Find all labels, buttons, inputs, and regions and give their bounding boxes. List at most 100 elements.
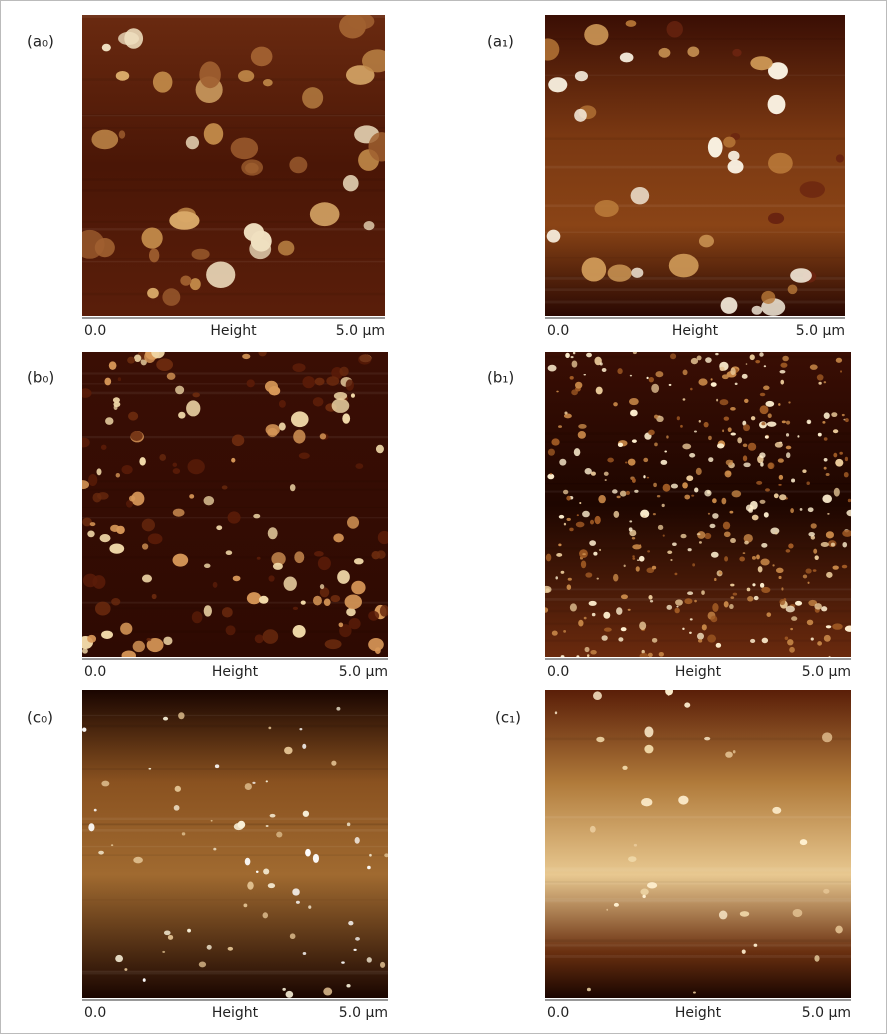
particle <box>708 457 713 462</box>
particle <box>636 566 640 571</box>
particle <box>730 584 734 587</box>
particle <box>226 625 236 635</box>
particle <box>724 416 729 420</box>
particle <box>779 475 783 480</box>
particle <box>765 488 770 491</box>
particle <box>590 520 594 525</box>
particle <box>587 654 590 657</box>
particle <box>811 523 817 528</box>
particle <box>589 540 596 546</box>
particle <box>675 599 683 605</box>
afm-panel: (b₀)0.0Height5.0 µm <box>27 346 391 680</box>
particle <box>313 596 322 606</box>
particle <box>178 712 184 719</box>
particle <box>626 20 637 27</box>
particle <box>646 377 648 379</box>
particle <box>768 153 793 174</box>
particle <box>754 596 759 600</box>
particle <box>704 422 709 427</box>
particle <box>315 378 325 386</box>
particle <box>160 360 172 371</box>
particle <box>662 504 665 507</box>
particle <box>265 381 278 392</box>
particle <box>672 543 677 546</box>
particle <box>199 61 221 88</box>
particle <box>637 559 640 561</box>
particle <box>292 888 300 895</box>
particle <box>111 844 113 846</box>
particle <box>628 459 636 466</box>
particle <box>640 889 648 896</box>
particle <box>353 949 356 951</box>
particle <box>728 160 744 174</box>
particle <box>719 571 722 574</box>
particle <box>247 592 261 604</box>
particle <box>596 387 603 395</box>
particle <box>743 462 750 467</box>
particle <box>102 44 111 52</box>
particle <box>698 639 702 642</box>
particle <box>564 523 566 526</box>
particle <box>680 425 683 428</box>
particle <box>82 648 88 653</box>
particle <box>367 866 371 870</box>
particle <box>644 745 653 754</box>
particle <box>276 832 282 838</box>
particle <box>169 211 199 230</box>
particle <box>79 388 91 398</box>
particle <box>617 368 622 374</box>
particle <box>332 399 350 413</box>
particle <box>101 781 109 787</box>
particle <box>786 452 790 458</box>
particle <box>802 469 806 473</box>
particle <box>228 511 241 523</box>
scan-line <box>545 610 851 612</box>
scan-line <box>545 870 851 872</box>
particle <box>602 368 607 372</box>
particle <box>571 356 574 358</box>
particle <box>665 687 673 695</box>
particle <box>808 532 815 536</box>
particle <box>313 397 324 407</box>
particle <box>628 609 631 611</box>
particle <box>767 421 777 426</box>
particle <box>358 354 371 364</box>
particle <box>760 559 769 566</box>
particle <box>303 952 307 955</box>
particle <box>725 470 732 477</box>
particle <box>563 490 568 495</box>
axis-start: 0.0 <box>547 664 569 680</box>
particle <box>719 911 727 920</box>
scan-line <box>545 166 845 169</box>
particle <box>715 353 718 355</box>
particle <box>705 357 712 363</box>
particle <box>573 352 576 355</box>
particle <box>555 711 557 714</box>
particle <box>204 123 223 145</box>
particle <box>369 854 372 857</box>
particle <box>565 353 570 358</box>
particle <box>714 578 716 581</box>
particle <box>678 796 688 805</box>
particle <box>378 531 391 544</box>
particle <box>116 71 129 81</box>
particle <box>308 905 311 908</box>
particle <box>376 445 384 454</box>
particle <box>245 783 252 790</box>
particle <box>547 230 561 243</box>
particle <box>728 427 732 432</box>
particle <box>639 621 646 630</box>
particle <box>207 945 212 950</box>
particle <box>711 378 713 380</box>
particle <box>666 435 668 438</box>
particle <box>567 584 572 590</box>
scan-line <box>82 768 388 770</box>
particle <box>241 159 263 175</box>
particle <box>758 566 763 572</box>
particle <box>823 889 829 894</box>
particle <box>785 637 788 640</box>
particle <box>648 430 655 436</box>
particle <box>817 374 824 380</box>
particle <box>814 603 822 609</box>
particle <box>671 484 678 489</box>
